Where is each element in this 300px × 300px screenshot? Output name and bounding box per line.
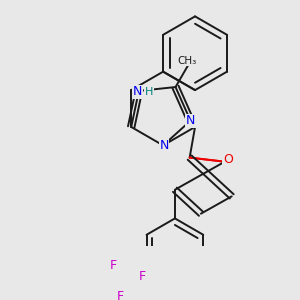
Text: H: H xyxy=(145,87,153,97)
Text: CH₃: CH₃ xyxy=(177,56,196,66)
Text: F: F xyxy=(139,270,146,284)
Text: F: F xyxy=(116,290,123,300)
Text: N: N xyxy=(159,139,169,152)
Text: N: N xyxy=(133,85,142,98)
Text: O: O xyxy=(223,153,233,166)
Text: F: F xyxy=(110,259,117,272)
Text: N: N xyxy=(186,114,195,127)
